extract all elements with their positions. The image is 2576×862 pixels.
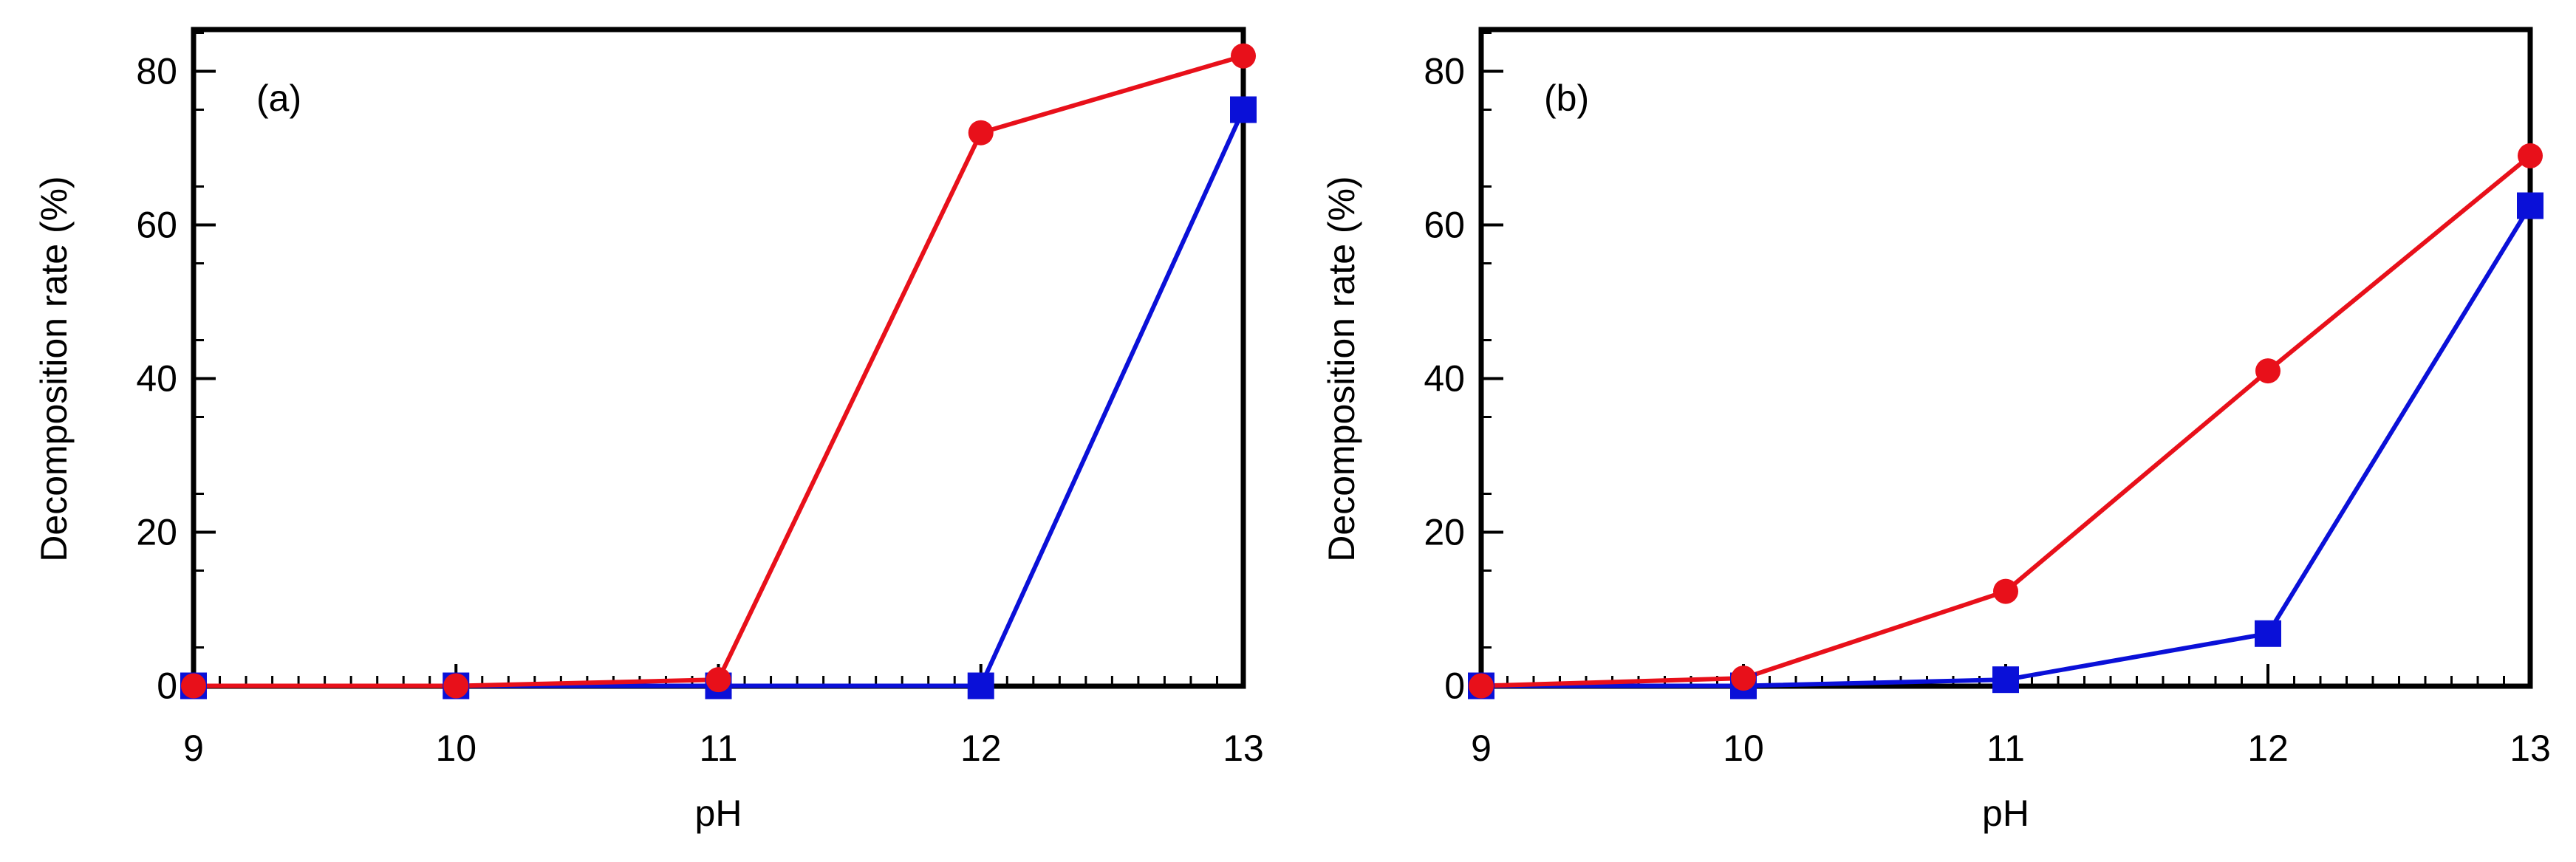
y-tick-label: 0: [1444, 666, 1465, 707]
panel-label: (b): [1544, 78, 1589, 119]
series-line-square: [194, 109, 1246, 688]
data-point-square: [1992, 666, 2019, 694]
y-axis-label: Decomposition rate (%): [33, 176, 75, 561]
y-tick-label: 20: [1424, 512, 1465, 553]
y-tick-label: 0: [157, 666, 177, 707]
panel-label: (a): [256, 78, 301, 119]
plot-frame: [191, 27, 1246, 689]
x-tick-label: 13: [2510, 728, 2551, 769]
data-point-circle: [1469, 673, 1494, 699]
y-tick-label: 40: [136, 358, 177, 400]
data-point-circle: [1731, 666, 1756, 691]
x-tick-label: 11: [1986, 728, 2025, 769]
data-point-circle: [1231, 43, 1256, 69]
x-tick-label: 12: [960, 728, 1002, 769]
data-point-circle: [706, 667, 731, 693]
x-tick-label: 10: [1723, 728, 1764, 769]
series-line-circle: [194, 53, 1244, 688]
data-point-square: [2255, 620, 2281, 647]
data-point-square: [2517, 192, 2543, 219]
y-tick-label: 60: [1424, 205, 1465, 246]
x-axis-label: pH: [695, 793, 742, 834]
y-axis-label: Decomposition rate (%): [1321, 176, 1362, 561]
y-tick-label: 20: [136, 512, 177, 553]
x-tick-label: 12: [2247, 728, 2289, 769]
data-point-circle: [968, 120, 994, 146]
chart-panel-b: 9 10 11 12 13 0 20 40 60 80 pH Decomposition rate (…: [1321, 27, 2551, 834]
x-tick-label: 9: [183, 728, 204, 769]
data-point-square: [967, 672, 994, 699]
y-tick-label: 80: [1424, 51, 1465, 92]
data-point-square: [1230, 96, 1257, 123]
y-tick-label: 60: [136, 205, 177, 246]
data-point-circle: [2518, 143, 2543, 168]
chart-panel-a: 9 10 11 12 13 0 20 40 60 80 pH Decomposition rate (…: [33, 27, 1264, 834]
data-point-circle: [2255, 358, 2281, 384]
data-point-circle: [443, 673, 469, 699]
series-line-square: [1481, 204, 2532, 688]
x-axis-label: pH: [1982, 793, 2029, 834]
x-tick-label: 10: [435, 728, 476, 769]
x-tick-label: 13: [1223, 728, 1264, 769]
x-tick-label: 9: [1471, 728, 1492, 769]
y-tick-label: 40: [1424, 358, 1465, 400]
y-tick-label: 80: [136, 51, 177, 92]
data-point-circle: [1993, 578, 2018, 604]
data-point-circle: [181, 673, 206, 699]
x-tick-label: 11: [700, 728, 738, 769]
series-line-circle: [1480, 154, 2532, 688]
